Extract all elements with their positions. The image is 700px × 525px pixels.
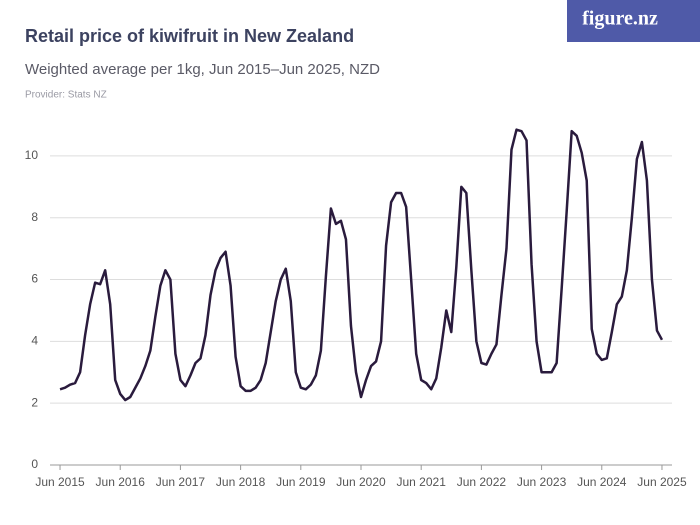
y-tick-label: 8 <box>31 210 38 224</box>
x-tick-label: Jun 2020 <box>336 475 386 489</box>
x-tick-label: Jun 2023 <box>517 475 567 489</box>
source: Provider: Stats NZ <box>25 90 107 101</box>
x-tick-label: Jun 2015 <box>35 475 85 489</box>
x-tick-label: Jun 2016 <box>96 475 146 489</box>
chart-subtitle: Weighted average per 1kg, Jun 2015–Jun 2… <box>25 61 380 78</box>
x-tick-label: Jun 2017 <box>156 475 206 489</box>
line <box>59 128 664 402</box>
x-tick-label: Jun 2025 <box>637 475 687 489</box>
y-tick-label: 4 <box>31 334 38 348</box>
chart-title: Retail price of kiwifruit in New Zealand <box>25 26 354 46</box>
logo[interactable]: figure.nz <box>582 8 658 30</box>
x-tick-label: Jun 2021 <box>396 475 446 489</box>
y-tick-label: 0 <box>31 457 38 471</box>
y-tick-label: 10 <box>25 148 39 162</box>
y-tick-label: 2 <box>31 395 38 409</box>
x-tick-label: Jun 2024 <box>577 475 627 489</box>
x-tick-label: Jun 2018 <box>216 475 266 489</box>
x-tick-label: Jun 2019 <box>276 475 326 489</box>
y-tick-label: 6 <box>31 272 38 286</box>
x-tick-label: Jun 2022 <box>457 475 507 489</box>
logo-background <box>567 0 700 42</box>
